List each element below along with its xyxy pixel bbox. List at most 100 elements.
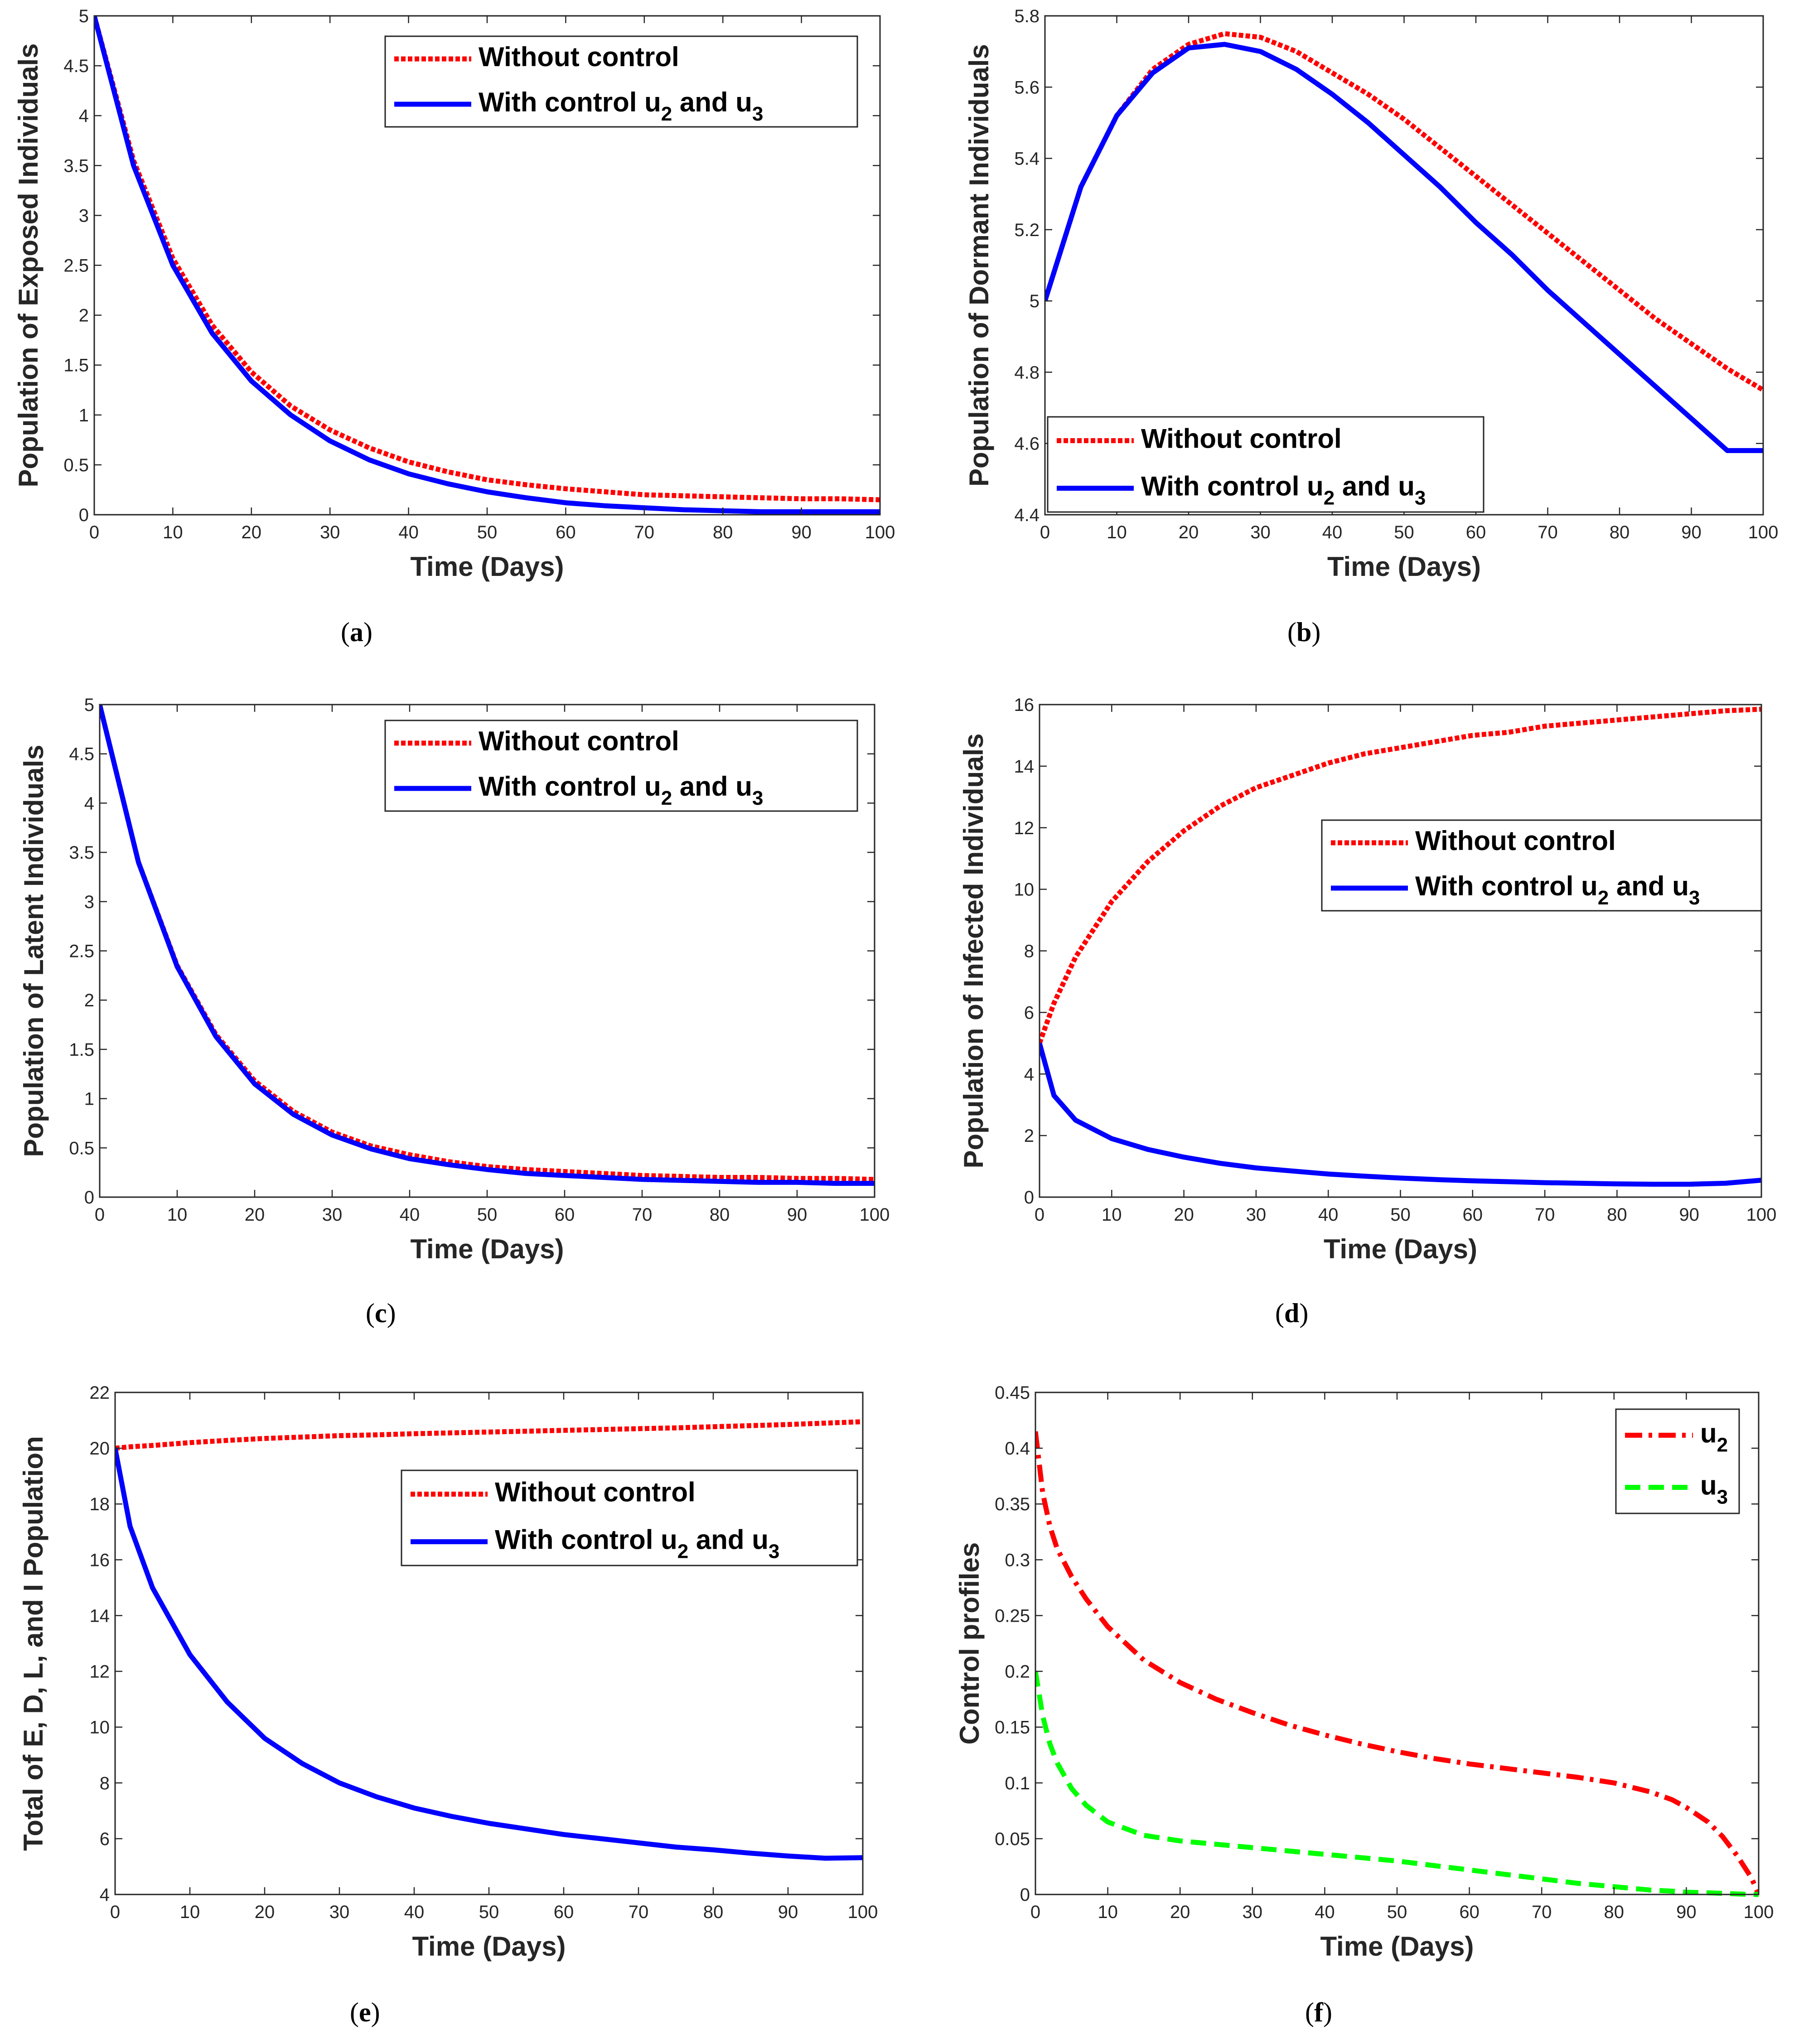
x-tick-label-f: 20 <box>1170 1902 1190 1922</box>
x-tick-label-b: 30 <box>1250 522 1271 542</box>
x-tick-label-e: 30 <box>329 1902 350 1922</box>
x-tick-label-c: 50 <box>477 1205 498 1225</box>
y-tick-label-a: 0 <box>79 505 89 525</box>
x-tick-label-b: 40 <box>1322 522 1343 542</box>
legend-d: Without control With control u2 and u3 <box>1321 819 1762 912</box>
y-tick-label-a: 4 <box>79 106 89 126</box>
x-axis-title-d: Time (Days) <box>1324 1234 1477 1264</box>
y-tick-label-c: 1.5 <box>69 1040 94 1060</box>
series-line-f-u3 <box>1035 1671 1759 1897</box>
x-tick-label-e: 80 <box>703 1902 724 1922</box>
y-tick-label-f: 0.15 <box>995 1718 1030 1738</box>
x-tick-label-f: 0 <box>1030 1902 1040 1922</box>
y-axis-title-f: Control profiles <box>954 1542 985 1745</box>
y-tick-label-d: 4 <box>1024 1064 1034 1084</box>
y-tick-label-c: 3 <box>84 892 94 912</box>
x-tick-label-c: 10 <box>167 1205 188 1225</box>
y-tick-label-a: 0.5 <box>63 455 89 475</box>
x-tick-label-e: 70 <box>629 1902 649 1922</box>
y-tick-label-d: 6 <box>1024 1003 1034 1023</box>
y-tick-label-f: 0 <box>1020 1885 1030 1905</box>
x-tick-label-f: 10 <box>1098 1902 1118 1922</box>
y-tick-label-c: 0.5 <box>69 1138 94 1158</box>
y-tick-label-b: 5.6 <box>1014 77 1040 97</box>
series-line-f-u2 <box>1035 1431 1759 1896</box>
legend-label-c-0: Without control <box>479 726 679 756</box>
y-tick-label-b: 5 <box>1030 291 1040 311</box>
y-tick-label-b: 4.4 <box>1014 505 1040 525</box>
y-tick-label-b: 5.8 <box>1014 6 1040 26</box>
legend-label-c-1: With control u2 and u3 <box>479 771 763 809</box>
y-tick-label-f: 0.4 <box>1005 1439 1030 1459</box>
y-tick-label-a: 5 <box>79 6 89 26</box>
y-tick-label-c: 3.5 <box>69 843 94 863</box>
x-tick-label-d: 90 <box>1679 1205 1699 1225</box>
panel-caption-f: (f) <box>1305 1997 1332 2027</box>
y-tick-label-c: 1 <box>84 1089 94 1109</box>
legend-label-b-0: Without control <box>1141 424 1342 454</box>
x-tick-label-a: 0 <box>89 522 99 542</box>
panel-caption-b: (b) <box>1287 617 1320 647</box>
x-tick-label-d: 70 <box>1535 1205 1555 1225</box>
y-tick-label-d: 16 <box>1014 695 1035 715</box>
legend-e: Without control With control u2 and u3 <box>401 1469 858 1566</box>
legend-a: Without control With control u2 and u3 <box>384 35 858 128</box>
x-axis-title-c: Time (Days) <box>410 1234 564 1264</box>
x-tick-label-e: 100 <box>848 1902 878 1922</box>
panel-caption-a: (a) <box>341 617 372 647</box>
y-tick-label-e: 12 <box>90 1662 110 1682</box>
x-tick-label-c: 100 <box>860 1205 890 1225</box>
series-line-b-without-control <box>1045 31 1763 392</box>
x-tick-label-f: 100 <box>1744 1902 1774 1922</box>
x-tick-label-b: 80 <box>1610 522 1630 542</box>
y-tick-label-d: 0 <box>1024 1188 1034 1208</box>
y-axis-title-c: Population of Latent Individuals <box>19 745 49 1157</box>
x-tick-label-a: 100 <box>865 522 895 542</box>
y-axis-title-e: Total of E, D, L, and I Population <box>18 1436 48 1851</box>
x-tick-label-e: 0 <box>110 1902 120 1922</box>
chart-panel-e: 0 10 20 30 40 50 60 70 80 90 100 4 6 8 10 12 14 16 18 20 22 T… <box>18 1383 878 2027</box>
y-tick-label-d: 14 <box>1014 757 1035 777</box>
x-tick-label-f: 90 <box>1676 1902 1697 1922</box>
legend-label-a-1: With control u2 and u3 <box>479 87 763 125</box>
x-tick-label-f: 80 <box>1604 1902 1625 1922</box>
x-tick-label-c: 90 <box>787 1205 808 1225</box>
legend-label-e-0: Without control <box>495 1477 696 1508</box>
legend-box-b <box>1047 416 1485 513</box>
x-tick-label-c: 30 <box>322 1205 343 1225</box>
legend-box-e <box>401 1469 858 1566</box>
x-tick-label-f: 50 <box>1387 1902 1407 1922</box>
legend-label-f-0: u2 <box>1700 1418 1728 1456</box>
x-axis-title-b: Time (Days) <box>1327 551 1481 582</box>
series-line-e-with-control-u2-and-u3 <box>115 1448 863 1861</box>
x-axis-title-a: Time (Days) <box>410 551 564 582</box>
x-tick-label-a: 30 <box>320 522 340 542</box>
x-tick-label-b: 20 <box>1179 522 1199 542</box>
y-tick-label-c: 4 <box>84 793 94 813</box>
series-line-a-with-control-u2-and-u3 <box>94 15 880 514</box>
x-tick-label-d: 60 <box>1463 1205 1483 1225</box>
x-tick-label-b: 70 <box>1538 522 1558 542</box>
y-tick-label-a: 3.5 <box>63 156 89 176</box>
x-tick-label-d: 100 <box>1746 1205 1777 1225</box>
y-tick-label-f: 0.45 <box>995 1383 1030 1403</box>
y-tick-label-e: 6 <box>100 1829 110 1849</box>
legend-c: Without control With control u2 and u3 <box>384 720 858 812</box>
series-line-c-with-control-u2-and-u3 <box>100 704 875 1186</box>
y-tick-label-c: 2 <box>84 991 94 1010</box>
legend-label-d-0: Without control <box>1415 826 1616 856</box>
x-tick-label-f: 60 <box>1459 1902 1480 1922</box>
y-axis-title-b: Population of Dormant Individuals <box>964 44 994 487</box>
x-tick-label-a: 70 <box>634 522 655 542</box>
series-line-e-without-control <box>115 1419 863 1451</box>
y-tick-label-f: 0.1 <box>1005 1773 1030 1793</box>
y-tick-label-d: 12 <box>1014 818 1035 838</box>
chart-panel-d: 0 10 20 30 40 50 60 70 80 90 100 0 2 4 6 8 10 12 14 16 Time … <box>958 695 1776 1328</box>
chart-panel-a: 0 10 20 30 40 50 60 70 80 90 100 0 0.5 1 1.5 2 2.5 3 3.5 4 4… <box>13 6 895 647</box>
chart-panel-f: 0 10 20 30 40 50 60 70 80 90 100 0 0.05 0.1 0.15 0.2 0.2… <box>954 1383 1774 2027</box>
series-line-d-with-control-u2-and-u3 <box>1040 1042 1761 1187</box>
legend-label-a-0: Without control <box>479 42 679 72</box>
chart-panel-c: 0 10 20 30 40 50 60 70 80 90 100 0 0.5 1 1.5 2 2.5 3 3.5 4 4… <box>19 695 890 1328</box>
